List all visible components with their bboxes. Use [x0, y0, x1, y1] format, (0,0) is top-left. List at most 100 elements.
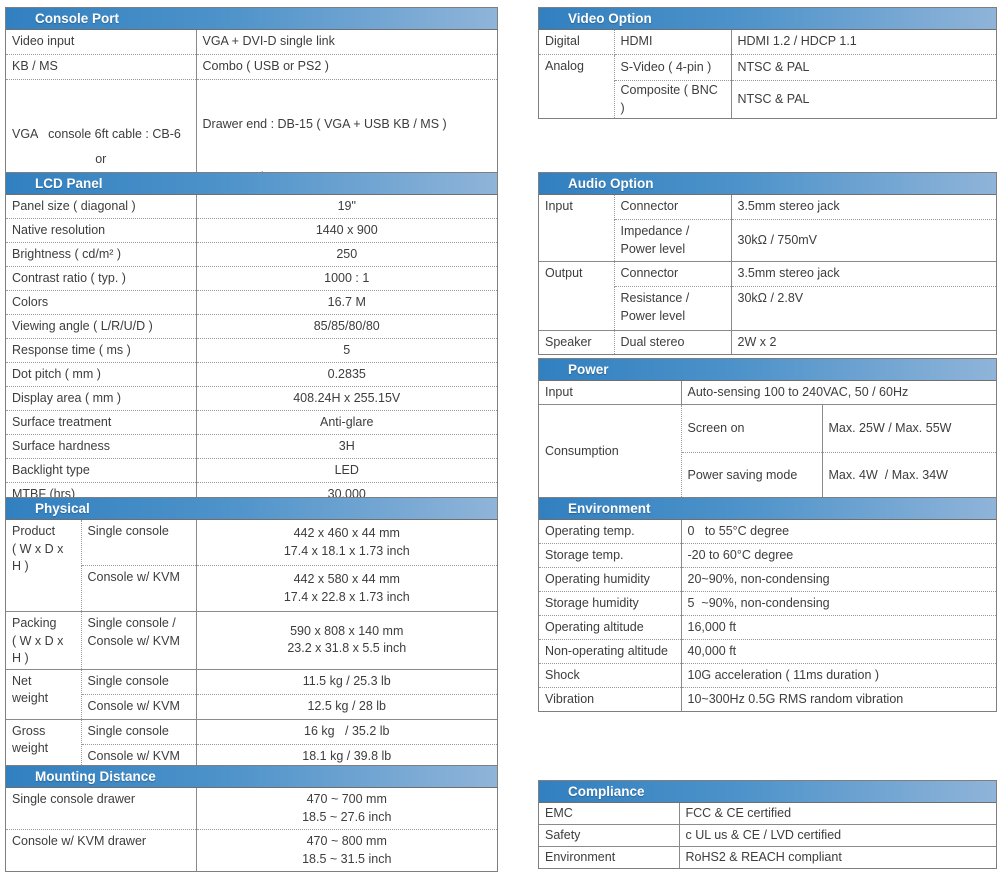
spec-mode: Power saving mode — [681, 452, 823, 501]
spec-value: 2W x 2 — [737, 334, 777, 349]
spec-type: Impedance / Power level — [614, 219, 732, 262]
spec-type: Composite ( BNC ) — [614, 80, 732, 118]
spec-type: HDMI — [614, 30, 732, 55]
spec-value: 20~90%, non-condensing — [681, 567, 996, 592]
spec-value: 11.5 kg / 25.3 lb — [196, 669, 497, 695]
spec-label: Single console drawer — [6, 788, 197, 830]
spec-type: Single console — [81, 669, 197, 695]
spec-value: LED — [196, 458, 497, 483]
mounting-distance-grid: Single console drawer 470 ~ 700 mm 18.5 … — [6, 788, 497, 871]
spec-type: Single console — [81, 520, 197, 566]
spec-value: 250 — [196, 242, 497, 267]
spec-value: NTSC & PAL — [737, 91, 810, 106]
spec-value: Max. 25W / Max. 55W — [822, 404, 996, 453]
spec-value: 1440 x 900 — [196, 218, 497, 243]
audio-option-grid: Input Connector 3.5mm stereo jack Impeda… — [539, 195, 996, 354]
spec-label: KB / MS — [6, 54, 197, 80]
spec-type: Connector — [614, 261, 732, 287]
spec-value: 0 to 55°C degree — [681, 520, 996, 544]
spec-label: Non-operating altitude — [539, 639, 682, 664]
spec-type: Resistance / Power level — [614, 286, 732, 331]
spec-value: Anti-glare — [196, 410, 497, 435]
spec-value: NTSC & PAL — [731, 54, 996, 81]
lcd-panel-grid: Panel size ( diagonal ) 19" Native resolu… — [6, 195, 497, 506]
spec-value: 16.7 M — [196, 290, 497, 315]
spec-value: 442 x 460 x 44 mm 17.4 x 18.1 x 1.73 inc… — [196, 520, 497, 566]
spec-value: RoHS2 & REACH compliant — [685, 849, 842, 864]
spec-group: Net weight — [6, 669, 82, 720]
spec-value: -20 to 60°C degree — [681, 543, 996, 568]
spec-value: 5 ~90%, non-condensing — [681, 591, 996, 616]
spec-label: Display area ( mm ) — [6, 386, 197, 411]
spec-label: Colors — [6, 290, 197, 315]
cable-option-or: or — [95, 152, 107, 167]
spec-type: Single console — [81, 719, 197, 745]
spec-value: VGA + DVI-D single link — [196, 30, 497, 55]
lcd-panel-table: LCD Panel Panel size ( diagonal ) 19" Nat… — [5, 172, 498, 507]
spec-value: Max. 4W / Max. 34W — [822, 452, 996, 501]
spec-label: Video input — [6, 30, 197, 55]
physical-grid: Product ( W x D x H ) Single console 442… — [6, 520, 497, 769]
mounting-distance-header: Mounting Distance — [6, 766, 497, 788]
environment-header: Environment — [539, 498, 996, 520]
spec-label: Safety — [539, 824, 680, 847]
spec-type: Dual stereo — [614, 330, 732, 354]
spec-value: 3.5mm stereo jack — [731, 195, 996, 220]
spec-value: 3.5mm stereo jack — [731, 261, 996, 287]
spec-type: Console w/ KVM — [81, 565, 197, 612]
spec-value: 5 — [196, 338, 497, 363]
spec-value: 470 ~ 800 mm 18.5 ~ 31.5 inch — [302, 834, 392, 866]
spec-value: 40,000 ft — [681, 639, 996, 664]
spec-value: 16,000 ft — [681, 615, 996, 640]
spec-type: Console w/ KVM — [81, 694, 197, 720]
spec-label: Viewing angle ( L/R/U/D ) — [6, 314, 197, 339]
spec-value: 30kΩ / 2.8V — [731, 286, 996, 331]
compliance-table: Compliance EMC FCC & CE certified Safety c… — [538, 780, 997, 869]
compliance-grid: EMC FCC & CE certified Safety c UL us & CE… — [539, 803, 996, 868]
mounting-distance-table: Mounting Distance Single console drawer … — [5, 765, 498, 872]
spec-label: Input — [539, 381, 682, 405]
spec-label: Backlight type — [6, 458, 197, 483]
physical-header: Physical — [6, 498, 497, 520]
spec-label: Operating humidity — [539, 567, 682, 592]
spec-value: 408.24H x 255.15V — [196, 386, 497, 411]
spec-value: 0.2835 — [196, 362, 497, 387]
spec-label: Contrast ratio ( typ. ) — [6, 266, 197, 291]
video-option-grid: Digital HDMI HDMI 1.2 / HDCP 1.1 Analog … — [539, 30, 996, 118]
audio-option-header: Audio Option — [539, 173, 996, 195]
spec-group: Speaker — [539, 330, 615, 354]
console-port-header: Console Port — [6, 8, 497, 30]
spec-label: Dot pitch ( mm ) — [6, 362, 197, 387]
spec-group: Analog — [539, 54, 615, 118]
spec-label: Shock — [539, 663, 682, 688]
spec-label: Native resolution — [6, 218, 197, 243]
spec-label: Storage temp. — [539, 543, 682, 568]
spec-label: Operating altitude — [539, 615, 682, 640]
spec-label: Panel size ( diagonal ) — [6, 195, 197, 219]
environment-table: Environment Operating temp. 0 to 55°C deg… — [538, 497, 997, 712]
spec-value: 85/85/80/80 — [196, 314, 497, 339]
spec-value: 1000 : 1 — [196, 266, 497, 291]
video-option-table: Video Option Digital HDMI HDMI 1.2 / HDC… — [538, 7, 997, 119]
spec-value: 16 kg / 35.2 lb — [196, 719, 497, 745]
spec-label: Environment — [539, 846, 680, 868]
spec-type: Connector — [614, 195, 732, 220]
spec-value: 3H — [196, 434, 497, 459]
spec-value: 442 x 580 x 44 mm 17.4 x 22.8 x 1.73 inc… — [196, 565, 497, 612]
spec-group: Product ( W x D x H ) — [6, 520, 82, 612]
spec-value: HDMI 1.2 / HDCP 1.1 — [731, 30, 996, 55]
spec-group: Output — [539, 261, 615, 331]
video-option-header: Video Option — [539, 8, 996, 30]
spec-type: S-Video ( 4-pin ) — [614, 54, 732, 81]
physical-table: Physical Product ( W x D x H ) Single co… — [5, 497, 498, 770]
spec-mode: Screen on — [681, 404, 823, 453]
spec-label: Surface hardness — [6, 434, 197, 459]
spec-label: EMC — [539, 803, 680, 825]
spec-label: Surface treatment — [6, 410, 197, 435]
power-header: Power — [539, 359, 996, 381]
spec-value: c UL us & CE / LVD certified — [679, 824, 996, 847]
lcd-panel-header: LCD Panel — [6, 173, 497, 195]
spec-value: FCC & CE certified — [679, 803, 996, 825]
vga-drawer-end: Drawer end : DB-15 ( VGA + USB KB / MS ) — [202, 117, 447, 131]
compliance-header: Compliance — [539, 781, 996, 803]
